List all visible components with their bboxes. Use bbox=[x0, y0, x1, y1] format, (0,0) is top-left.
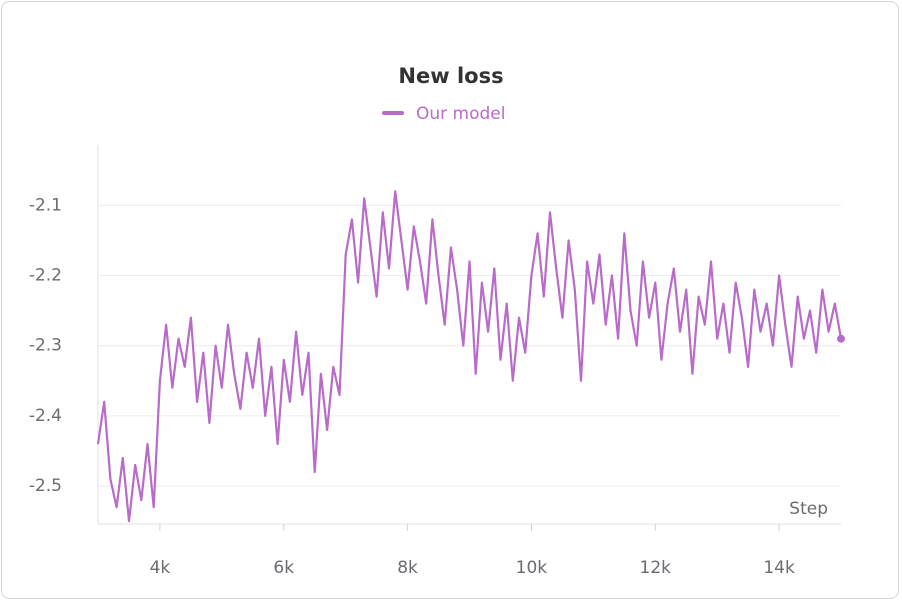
x-tick-label: 6k bbox=[273, 558, 294, 578]
x-tick-label: 4k bbox=[150, 558, 171, 578]
y-tick-label: -2.3 bbox=[29, 336, 62, 356]
y-tick-label: -2.5 bbox=[29, 476, 62, 496]
x-tick-label: 12k bbox=[640, 558, 672, 578]
y-tick-label: -2.1 bbox=[29, 195, 62, 215]
chart-title: New loss bbox=[398, 64, 503, 88]
legend-label: Our model bbox=[416, 104, 505, 124]
x-tick-label: 10k bbox=[516, 558, 548, 578]
x-tick-label: 8k bbox=[397, 558, 418, 578]
y-tick-label: -2.2 bbox=[29, 266, 62, 286]
x-axis-label: Step bbox=[789, 499, 828, 519]
end-point bbox=[837, 334, 845, 343]
y-tick-label: -2.4 bbox=[29, 406, 62, 426]
x-tick-label: 14k bbox=[763, 558, 795, 578]
line bbox=[96, 190, 843, 523]
